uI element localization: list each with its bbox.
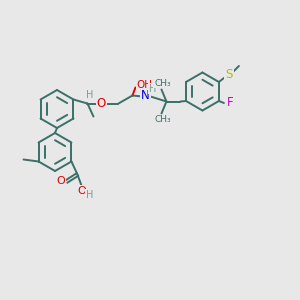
- Text: H: H: [86, 190, 93, 200]
- Text: OH: OH: [136, 80, 152, 91]
- Text: H: H: [149, 83, 156, 94]
- Text: F: F: [226, 97, 233, 110]
- Text: CH₃: CH₃: [154, 116, 171, 124]
- Text: H: H: [86, 89, 93, 100]
- Text: N: N: [141, 89, 150, 102]
- Text: CH₃: CH₃: [154, 79, 171, 88]
- Text: O: O: [56, 176, 65, 185]
- Text: O: O: [97, 97, 106, 110]
- Text: S: S: [225, 68, 233, 82]
- Text: O: O: [77, 185, 86, 196]
